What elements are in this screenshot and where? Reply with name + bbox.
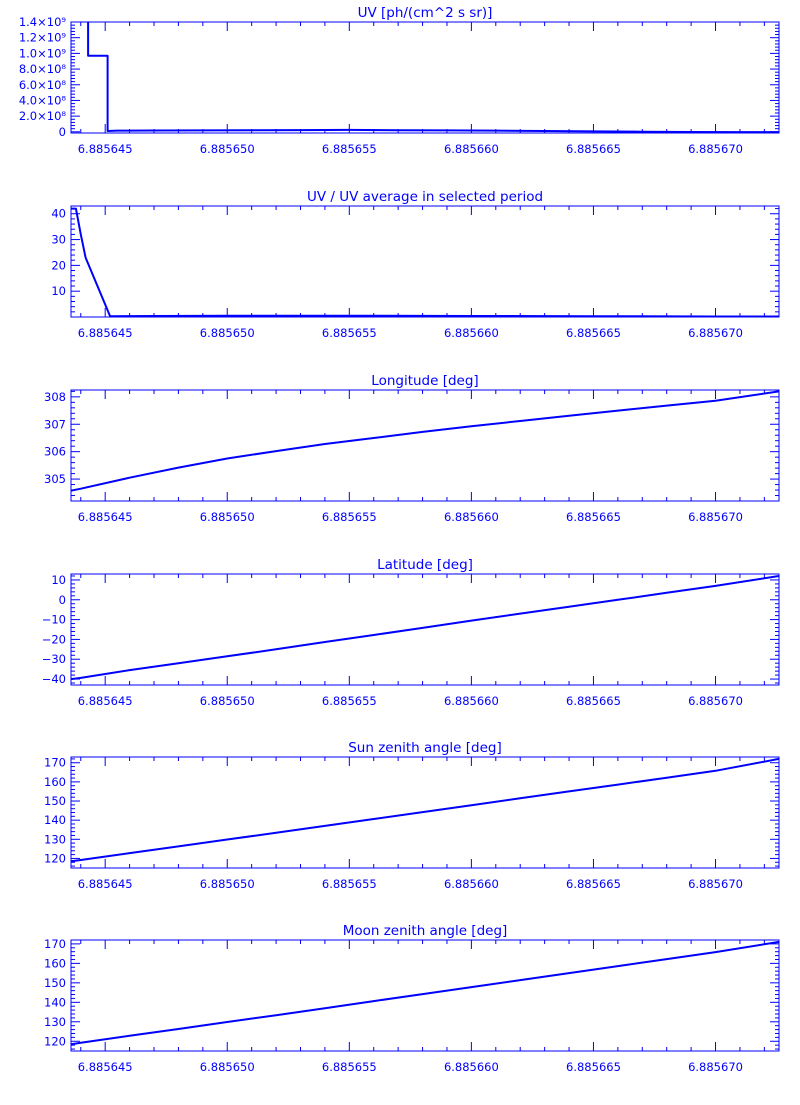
chart-panel-5: Sun zenith angle [deg] 6.885645 6.885650 6.… [44,740,780,891]
y-tick-label: 1.4×10⁹ [19,15,67,29]
y-tick-label: 0 [59,593,66,607]
chart-panel-1: UV [ph/(cm^2 s sr)] 6.885645 6.885650 6.885… [19,5,780,156]
series-line [71,390,779,492]
y-tick-label: −10 [42,613,66,627]
chart-title: UV [ph/(cm^2 s sr)] [358,5,493,21]
chart-title: Longitude [deg] [371,373,478,389]
y-tick-label: 2.0×10⁸ [19,109,67,123]
y-tick-label: 1.0×10⁹ [19,46,67,60]
y-tick-label: 130 [44,1015,66,1029]
y-tick-label: 150 [44,976,66,990]
x-tick-label: 6.885670 [688,694,743,708]
x-tick-label: 6.885645 [78,326,133,340]
y-tick-label: 306 [44,445,66,459]
y-tick-label: 308 [44,390,66,404]
x-tick-label: 6.885665 [566,510,621,524]
x-tick-label: 6.885665 [566,877,621,891]
y-tick-label: 160 [44,956,66,970]
x-tick-label: 6.885650 [200,510,255,524]
y-tick-label: 305 [44,472,66,486]
x-tick-label: 6.885660 [444,510,499,524]
y-tick-label: 160 [44,775,66,789]
series-line [71,207,779,317]
y-tick-label: 120 [44,1034,66,1048]
x-tick-label: 6.885665 [566,694,621,708]
y-tick-label: 8.0×10⁸ [19,62,67,76]
x-tick-label: 6.885655 [322,142,377,156]
x-tick-label: 6.885660 [444,142,499,156]
x-tick-label: 6.885660 [444,877,499,891]
y-tick-label: 150 [44,794,66,808]
chart-panel-2: UV / UV average in selected period 6.8856… [51,189,780,340]
x-tick-label: 6.885670 [688,142,743,156]
series-line [71,575,779,681]
y-tick-label: 1.2×10⁹ [19,31,67,45]
y-tick-label: 6.0×10⁸ [19,78,67,92]
y-tick-label: 140 [44,813,66,827]
x-tick-label: 6.885655 [322,877,377,891]
x-tick-label: 6.885650 [200,1060,255,1074]
chart-title: Latitude [deg] [377,557,473,573]
x-tick-label: 6.885645 [78,1060,133,1074]
x-tick-label: 6.885670 [688,877,743,891]
x-tick-label: 6.885670 [688,1060,743,1074]
y-tick-label: −30 [42,652,66,666]
x-tick-label: 6.885670 [688,510,743,524]
chart-panel-4: Latitude [deg] 6.885645 6.885650 6.885655 6.… [42,557,780,708]
plot-frame [70,205,780,318]
x-tick-label: 6.885645 [78,510,133,524]
plot-frame [70,389,780,502]
x-tick-label: 6.885650 [200,326,255,340]
x-tick-label: 6.885645 [78,877,133,891]
plot-frame [70,939,780,1052]
chart-panel-6: Moon zenith angle [deg] 6.885645 6.885650 6… [44,923,780,1074]
y-tick-label: 170 [44,756,66,770]
plot-frame [70,21,780,134]
y-tick-label: −20 [42,632,66,646]
y-tick-label: 4.0×10⁸ [19,93,67,107]
x-tick-label: 6.885655 [322,326,377,340]
x-tick-label: 6.885665 [566,326,621,340]
x-tick-label: 6.885665 [566,1060,621,1074]
x-tick-label: 6.885655 [322,1060,377,1074]
y-tick-label: 0 [59,125,66,139]
y-tick-label: 10 [51,573,66,587]
y-tick-label: 170 [44,937,66,951]
y-tick-label: −40 [42,672,66,686]
y-tick-label: 10 [51,284,66,298]
y-tick-label: 20 [51,258,66,272]
x-tick-label: 6.885665 [566,142,621,156]
y-tick-label: 130 [44,832,66,846]
chart-panel-3: Longitude [deg] 6.885645 6.885650 6.885655 6… [44,373,780,524]
x-tick-label: 6.885655 [322,694,377,708]
series-line [71,757,779,863]
x-tick-label: 6.885670 [688,326,743,340]
y-tick-label: 307 [44,417,66,431]
x-tick-label: 6.885660 [444,1060,499,1074]
x-tick-label: 6.885645 [78,142,133,156]
y-tick-label: 40 [51,207,66,221]
chart-title: Moon zenith angle [deg] [343,923,508,939]
y-tick-label: 120 [44,851,66,865]
chart-title: UV / UV average in selected period [307,189,543,205]
x-tick-label: 6.885650 [200,142,255,156]
series-line [87,22,779,133]
x-tick-label: 6.885655 [322,510,377,524]
x-tick-label: 6.885650 [200,877,255,891]
series-line [71,940,779,1046]
plot-frame [70,756,780,869]
x-tick-label: 6.885645 [78,694,133,708]
plot-frame [70,573,780,686]
x-tick-label: 6.885660 [444,694,499,708]
chart-title: Sun zenith angle [deg] [348,740,502,756]
x-tick-label: 6.885650 [200,694,255,708]
x-tick-label: 6.885660 [444,326,499,340]
y-tick-label: 140 [44,995,66,1009]
y-tick-label: 30 [51,233,66,247]
